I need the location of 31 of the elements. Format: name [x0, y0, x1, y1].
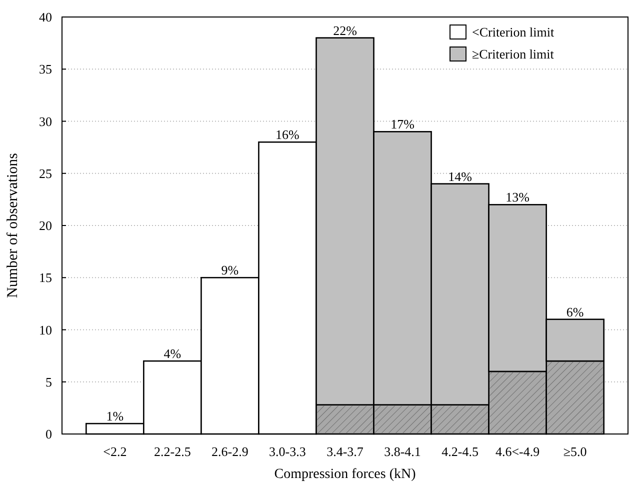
- x-tick-label: ≥5.0: [563, 444, 587, 459]
- y-tick-label: 15: [39, 270, 52, 286]
- legend-label: ≥Criterion limit: [472, 46, 554, 62]
- y-tick-label: 40: [39, 10, 52, 25]
- annotation: 4%: [164, 346, 182, 362]
- x-tick-label: 2.6-2.9: [212, 444, 248, 459]
- annotation: 6%: [566, 304, 584, 320]
- y-tick-label: 5: [46, 374, 52, 390]
- y-axis-title: Number of observations: [5, 152, 21, 298]
- x-axis-title: Compression forces (kN): [274, 467, 416, 482]
- annotation: 1%: [106, 408, 124, 424]
- x-tick-label: 3.8-4.1: [384, 444, 421, 459]
- legend-label: <Criterion limit: [472, 24, 554, 40]
- x-tick-label: 4.6<-4.9: [495, 444, 540, 459]
- x-tick-label: <2.2: [103, 444, 127, 459]
- y-tick-label: 10: [39, 322, 52, 338]
- annotation: 17%: [390, 116, 415, 132]
- x-tick-label: 3.4-3.7: [326, 444, 364, 459]
- annotation: 13%: [506, 190, 530, 205]
- y-tick-label: 35: [39, 62, 52, 77]
- x-tick-label: 3.0-3.3: [269, 444, 306, 459]
- y-tick-label: 25: [39, 166, 52, 181]
- y-tick-label: 30: [39, 114, 52, 129]
- y-tick-label: 20: [39, 218, 52, 234]
- annotation: 9%: [221, 262, 239, 278]
- annotation: 14%: [448, 168, 472, 184]
- y-tick-label: 0: [46, 426, 52, 442]
- annotation: 22%: [333, 22, 358, 38]
- x-tick-label: 4.2-4.5: [442, 444, 478, 459]
- annotation: 16%: [276, 127, 300, 142]
- x-tick-label: 2.2-2.5: [154, 444, 191, 459]
